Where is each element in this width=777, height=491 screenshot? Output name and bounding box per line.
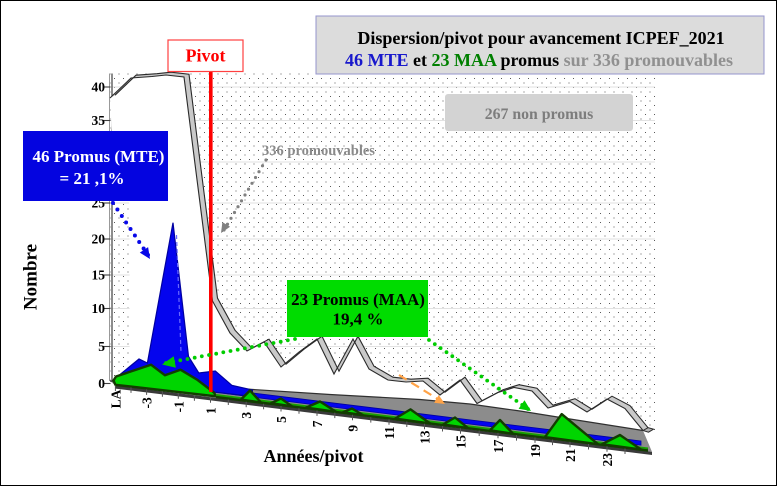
svg-text:23 Promus (MAA): 23 Promus (MAA) [291,290,425,309]
svg-text:11: 11 [382,426,397,439]
svg-text:Pivot: Pivot [186,46,226,66]
svg-text:46 Promus (MTE): 46 Promus (MTE) [33,147,165,166]
svg-text:5: 5 [274,416,289,423]
svg-text:10: 10 [92,301,106,316]
svg-text:15: 15 [92,268,106,283]
svg-text:LA: LA [108,389,123,408]
svg-text:23: 23 [600,453,615,467]
svg-text:15: 15 [454,435,469,449]
svg-text:46 MTE et 23 MAA promus sur 33: 46 MTE et 23 MAA promus sur 336 promouva… [345,50,733,70]
svg-text:5: 5 [98,339,105,354]
svg-text:-3: -3 [140,397,155,408]
svg-text:Dispersion/pivot pour avanceme: Dispersion/pivot pour avancement ICPEF_2… [357,28,724,48]
svg-text:Années/pivot: Années/pivot [263,446,363,466]
svg-text:20: 20 [92,232,106,247]
svg-text:19: 19 [528,444,543,458]
svg-text:35: 35 [92,113,106,128]
svg-text:-1: -1 [171,401,186,412]
svg-text:267 non promus: 267 non promus [485,106,594,123]
svg-text:336 promouvables: 336 promouvables [262,143,375,159]
svg-text:13: 13 [418,430,433,444]
svg-text:= 21 ,1%: = 21 ,1% [60,169,125,188]
svg-text:40: 40 [92,80,106,95]
svg-text:1: 1 [204,407,219,414]
svg-text:19,4 %: 19,4 % [333,310,384,329]
svg-text:3: 3 [239,412,254,419]
svg-text:9: 9 [346,425,361,432]
svg-text:17: 17 [491,439,506,453]
svg-text:21: 21 [563,448,578,462]
svg-text:Nombre: Nombre [21,244,42,310]
svg-text:0: 0 [98,376,105,391]
svg-text:7: 7 [310,420,325,427]
